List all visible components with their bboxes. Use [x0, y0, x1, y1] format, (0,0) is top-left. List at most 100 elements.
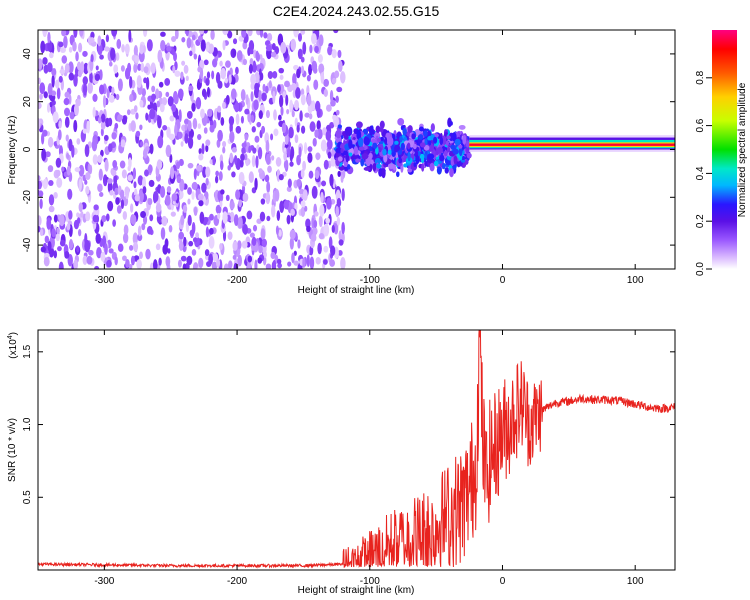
snr-frame — [37, 329, 676, 571]
heatmap-cell — [151, 93, 157, 101]
heatmap-cell — [47, 165, 54, 173]
heatmap-cell — [43, 256, 50, 267]
heatmap-cell — [315, 256, 321, 265]
heatmap-cell — [308, 113, 313, 120]
heatmap-cell — [271, 204, 276, 218]
heatmap-cell — [183, 64, 189, 74]
x-tick-label: 0 — [500, 576, 506, 587]
heatmap-cell — [97, 35, 102, 47]
heatmap-cell — [117, 78, 123, 92]
heatmap-cell — [82, 76, 88, 85]
heatmap-cell — [387, 163, 395, 170]
heatmap-cell — [205, 166, 211, 178]
heatmap-cell — [407, 125, 413, 133]
colorbar-label: Normalized spectral amplitude — [737, 82, 748, 217]
heatmap-cell — [92, 106, 96, 118]
heatmap-cell — [293, 30, 299, 38]
heatmap-cell — [135, 112, 139, 120]
heatmap-cell — [222, 141, 227, 148]
heatmap-cell — [262, 83, 266, 92]
heatmap-cell — [257, 146, 263, 160]
heatmap-cell — [251, 155, 256, 168]
heatmap-cell — [209, 227, 214, 235]
heatmap-cell — [296, 178, 302, 187]
heatmap-cell — [247, 112, 252, 123]
heatmap-cell — [126, 109, 131, 116]
heatmap-cell — [453, 155, 458, 165]
heatmap-cell — [265, 153, 271, 166]
heatmap-cell — [89, 164, 93, 175]
heatmap-cell — [93, 204, 99, 211]
heatmap-cell — [219, 200, 223, 208]
heatmap-cell — [255, 50, 259, 61]
heatmap-cell — [149, 214, 154, 222]
heatmap-cell — [323, 223, 330, 237]
heatmap-cell — [115, 93, 120, 101]
heatmap-cell — [82, 255, 88, 266]
heatmap-cell — [128, 30, 132, 43]
heatmap-cell — [94, 265, 100, 269]
heatmap-cell — [260, 72, 264, 81]
heatmap-cell — [100, 128, 104, 137]
heatmap-cell — [159, 186, 166, 198]
heatmap-cell — [265, 44, 272, 52]
heatmap-cell — [336, 197, 342, 208]
heatmap-cell — [219, 243, 223, 251]
heatmap-cell — [156, 159, 163, 170]
heatmap-cell — [209, 125, 215, 133]
heatmap-cell — [256, 121, 262, 128]
heatmap-cell — [300, 206, 306, 218]
heatmap-cell — [278, 229, 282, 237]
heatmap-cell — [248, 171, 254, 183]
heatmap-cell — [327, 45, 333, 56]
heatmap-cell — [396, 171, 400, 178]
heatmap-cell — [307, 146, 313, 152]
heatmap-cell — [310, 233, 317, 242]
heatmap-cell — [123, 224, 129, 236]
heatmap-cell — [412, 143, 417, 150]
heatmap-cell — [96, 247, 102, 259]
heatmap-cell — [251, 236, 257, 246]
heatmap-cell — [232, 38, 238, 45]
heatmap-cell — [59, 69, 66, 75]
heatmap-cell — [415, 155, 420, 165]
heatmap-cell — [102, 95, 107, 108]
y-tick-label: 0 — [22, 146, 33, 152]
heatmap-cell — [205, 177, 209, 186]
heatmap-cell — [205, 77, 210, 86]
heatmap-cell — [98, 168, 103, 181]
heatmap-cell — [247, 30, 253, 37]
heatmap-cell — [51, 68, 57, 76]
heatmap-cell — [53, 250, 58, 259]
heatmap-cell — [450, 156, 455, 167]
heatmap-cell — [166, 185, 172, 193]
heatmap-cell — [119, 189, 125, 200]
heatmap-cell — [39, 198, 43, 210]
heatmap-cell — [320, 71, 325, 84]
heatmap-cell — [208, 253, 214, 265]
heatmap-cell — [80, 61, 85, 74]
heatmap-cell — [217, 105, 222, 113]
heatmap-cell — [400, 142, 406, 151]
heatmap-cell — [380, 136, 384, 142]
heatmap-cell — [195, 97, 202, 110]
heatmap-cell — [107, 178, 113, 184]
heatmap-cell — [243, 153, 248, 161]
heatmap-cell — [55, 157, 62, 168]
heatmap-cell — [82, 82, 88, 96]
heatmap-cell — [345, 153, 349, 163]
heatmap-cell — [228, 116, 235, 126]
heatmap-cell — [222, 101, 226, 110]
heatmap-cell — [319, 204, 325, 217]
heatmap-cell — [103, 134, 109, 141]
heatmap-cell — [115, 52, 120, 61]
heatmap-cell — [43, 91, 48, 99]
heatmap-cell — [104, 243, 108, 255]
heatmap-cell — [137, 225, 142, 237]
heatmap-cell — [245, 94, 249, 106]
heatmap-cell — [291, 110, 295, 118]
heatmap-cell — [289, 236, 294, 250]
heatmap-cell — [149, 108, 156, 120]
heatmap-cell — [235, 189, 241, 200]
